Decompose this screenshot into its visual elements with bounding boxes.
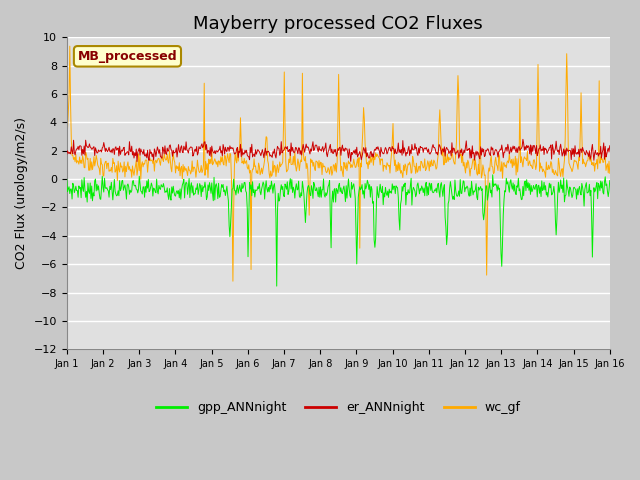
Text: MB_processed: MB_processed <box>77 50 177 63</box>
Legend: gpp_ANNnight, er_ANNnight, wc_gf: gpp_ANNnight, er_ANNnight, wc_gf <box>150 396 526 419</box>
Y-axis label: CO2 Flux (urology/m2/s): CO2 Flux (urology/m2/s) <box>15 117 28 269</box>
Title: Mayberry processed CO2 Fluxes: Mayberry processed CO2 Fluxes <box>193 15 483 33</box>
